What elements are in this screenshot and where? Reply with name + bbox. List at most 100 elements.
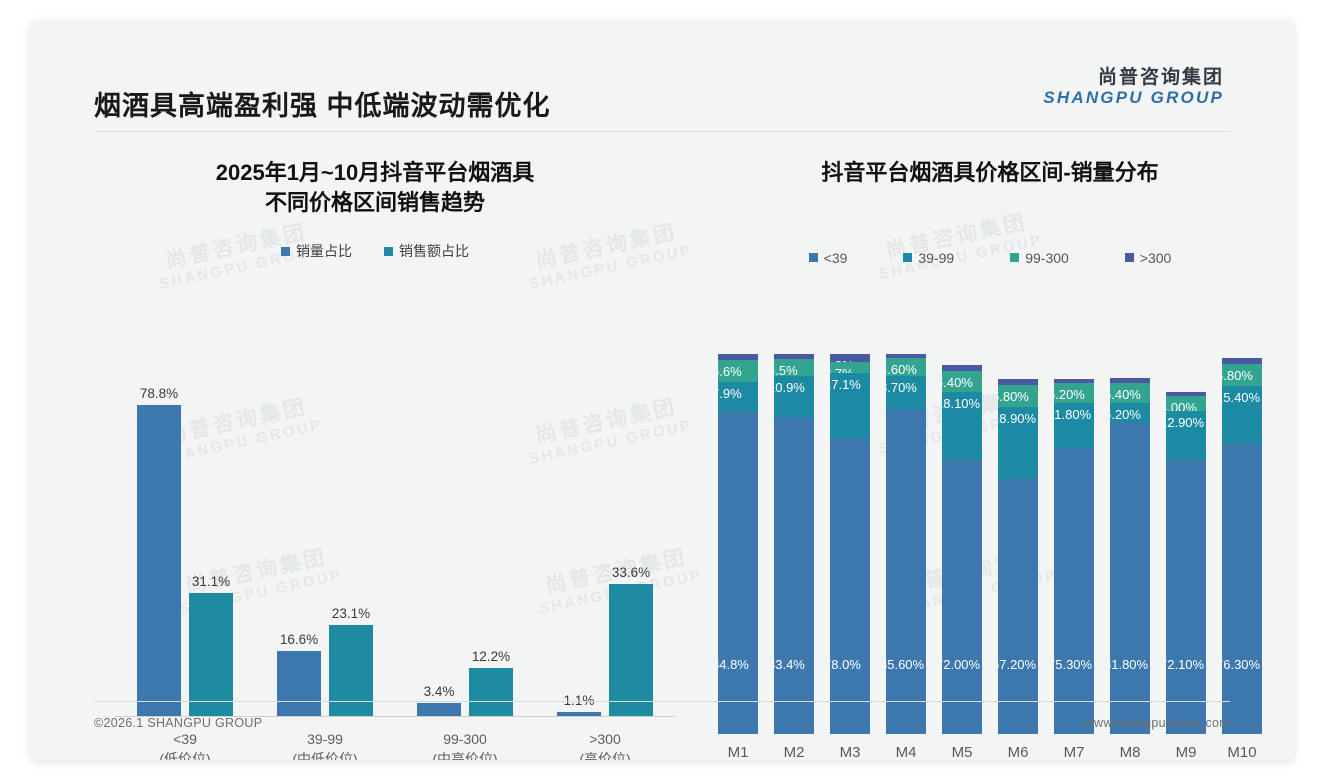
legend-label: 销售额占比: [399, 243, 469, 260]
stacked-bar-segment[interactable]: 15.40%: [1222, 385, 1262, 445]
stacked-bar-segment[interactable]: 84.8%: [718, 411, 758, 734]
stacked-bar-segment[interactable]: 1.7%: [718, 354, 758, 361]
stacked-bar-column[interactable]: 1.50% 5.40% 18.10% 72.00%: [942, 354, 982, 734]
bar[interactable]: [557, 711, 601, 716]
x-axis-tick-label: M9: [1175, 744, 1197, 760]
stacked-bar-column[interactable]: 1.20% 5.20% 11.80% 75.30%: [1054, 354, 1094, 734]
segment-value-label: 15.40%: [1222, 389, 1261, 405]
stacked-bar-column[interactable]: 1.7% 5.6% 7.9% 84.8%: [718, 354, 758, 734]
stacked-bar-x-axis: M1 M2 M3 M4 M5 M6 M7 M8 M9 M10: [718, 744, 1262, 760]
stacked-bar-column[interactable]: 1.2% 4.5% 10.9% 83.4%: [774, 354, 814, 734]
stacked-bar-segment[interactable]: 76.30%: [1222, 444, 1262, 734]
stacked-bar-segment[interactable]: 1.20%: [1054, 378, 1094, 384]
stacked-bar-segment[interactable]: 4.00%: [1166, 395, 1206, 412]
stacked-bar-segment[interactable]: 5.6%: [718, 360, 758, 382]
stacked-bar-segment[interactable]: 5.40%: [942, 371, 982, 392]
stacked-bar-column[interactable]: 1.50% 5.80% 15.40% 76.30%: [1222, 354, 1262, 734]
stacked-bar-segment[interactable]: 75.30%: [1054, 447, 1094, 734]
bar-value-label: 16.6%: [279, 631, 319, 647]
legend-item[interactable]: >300: [1124, 250, 1171, 266]
stacked-bar-segment[interactable]: 1.2%: [774, 354, 814, 359]
stacked-bar-segment[interactable]: 1.40%: [1110, 377, 1150, 383]
segment-value-label: 1.50%: [1222, 362, 1253, 364]
stacked-bar-segment[interactable]: 5.20%: [1054, 383, 1094, 404]
stacked-bar-column[interactable]: 1.40% 5.80% 18.90% 67.20%: [998, 354, 1038, 734]
bar-group: 16.6% 23.1%: [261, 381, 389, 716]
stacked-bar-segment[interactable]: 5.80%: [1222, 363, 1262, 386]
legend-swatch-icon: [384, 246, 393, 256]
footer-copyright: ©2026.1 SHANGPU GROUP: [94, 716, 263, 730]
bar[interactable]: [609, 583, 653, 716]
stacked-bar-segment[interactable]: 81.80%: [1110, 423, 1150, 734]
legend-item[interactable]: 销售额占比: [384, 241, 469, 261]
stacked-bar-segment[interactable]: 78.0%: [830, 437, 870, 734]
stacked-bar-column[interactable]: 1.10% 4.60% 8.70% 85.60%: [886, 354, 926, 734]
stacked-bar-segment[interactable]: 18.90%: [998, 406, 1038, 479]
stacked-bar-segment[interactable]: 4.5%: [774, 358, 814, 376]
stacked-bar-segment[interactable]: 12.90%: [1166, 411, 1206, 461]
stacked-bar-segment[interactable]: 67.20%: [998, 478, 1038, 734]
bar-group: 78.8% 31.1%: [121, 381, 249, 716]
bar[interactable]: [277, 650, 321, 716]
grouped-bar-plot-area: 78.8% 31.1% 16.6% 23.1% 3.4% 12.2% 1.1% 33.6%: [115, 381, 675, 717]
bar-column[interactable]: 31.1%: [189, 381, 233, 716]
stacked-bar-segment[interactable]: 72.00%: [942, 460, 982, 734]
right-chart-title: 抖音平台烟酒具价格区间-销量分布: [821, 160, 1159, 185]
stacked-bar-column[interactable]: 1.40% 5.40% 5.20% 81.80%: [1110, 354, 1150, 734]
stacked-bar-segment[interactable]: 7.9%: [718, 381, 758, 412]
stacked-bar-segment[interactable]: 5.20%: [1110, 403, 1150, 424]
legend-label: 39-99: [918, 249, 955, 266]
stacked-bar-segment[interactable]: 72.10%: [1166, 460, 1206, 734]
footer-divider: [94, 701, 1230, 702]
legend-swatch-icon: [808, 253, 818, 263]
right-chart-panel: 抖音平台烟酒具价格区间-销量分布 <39 39-99 99-300 >300 1.7%…: [690, 140, 1290, 760]
stacked-bar-chart: 1.7%5.6%7.9%84.8% 1.2% 4.5%10.9%83.4% 2.2%2…: [708, 310, 1272, 760]
logo-english-text: SHANGPU GROUP: [1043, 87, 1224, 107]
bar-column[interactable]: 3.4%: [417, 381, 461, 716]
x-tick-main: 39-99: [307, 731, 343, 747]
stacked-bar-segment[interactable]: 4.60%: [886, 358, 926, 376]
bar-column[interactable]: 12.2%: [469, 381, 513, 716]
stacked-bar-segment[interactable]: 1.40%: [998, 379, 1038, 385]
stacked-bar-segment[interactable]: 1.00%: [1166, 392, 1206, 396]
bar-column[interactable]: 1.1%: [557, 381, 601, 716]
segment-value-label: 4.00%: [1166, 399, 1197, 412]
stacked-bar-segment[interactable]: 1.50%: [1222, 357, 1262, 364]
stacked-bar-segment[interactable]: 8.70%: [886, 375, 926, 409]
page-title: 烟酒具高端盈利强 中低端波动需优化: [94, 91, 551, 121]
segment-value-label: 5.20%: [1110, 407, 1141, 423]
bar-column[interactable]: 33.6%: [609, 381, 653, 716]
bar-column[interactable]: 23.1%: [329, 381, 373, 716]
stacked-bar-segment[interactable]: 5.40%: [1110, 382, 1150, 404]
segment-value-label: 1.2%: [774, 358, 798, 359]
stacked-bar-segment[interactable]: 1.50%: [942, 365, 982, 372]
bar[interactable]: [137, 405, 181, 716]
stacked-bar-column[interactable]: 2.2% 2.7% 17.1% 78.0%: [830, 354, 870, 734]
x-tick-main: >300: [589, 731, 621, 747]
stacked-bar-segment[interactable]: 1.10%: [886, 354, 926, 359]
legend-item[interactable]: 39-99: [903, 250, 954, 266]
stacked-bar-segment[interactable]: 11.80%: [1054, 403, 1094, 448]
legend-item[interactable]: <39: [808, 250, 847, 266]
left-chart-title-line1: 2025年1月~10月抖音平台烟酒具: [215, 160, 535, 185]
bar-column[interactable]: 16.6%: [277, 381, 321, 716]
legend-item[interactable]: 99-300: [1010, 250, 1069, 266]
bar[interactable]: [329, 624, 373, 716]
bar-column[interactable]: 78.8%: [137, 381, 181, 716]
stacked-bar-segment[interactable]: 5.80%: [998, 384, 1038, 407]
stacked-bar-segment[interactable]: 17.1%: [830, 372, 870, 438]
stacked-bar-segment[interactable]: 2.7%: [830, 362, 870, 373]
stacked-bar-segment[interactable]: 2.2%: [830, 354, 870, 363]
stacked-bar-column[interactable]: 1.00% 4.00% 12.90% 72.10%: [1166, 354, 1206, 734]
stacked-bar-segment[interactable]: 83.4%: [774, 417, 814, 734]
bar[interactable]: [469, 667, 513, 716]
stacked-bar-segment[interactable]: 10.9%: [774, 375, 814, 418]
stacked-bar-segment[interactable]: 85.60%: [886, 408, 926, 734]
legend-swatch-icon: [1124, 253, 1134, 263]
stacked-bar-segment[interactable]: 18.10%: [942, 391, 982, 461]
x-axis-tick-label: <39 (低价位): [121, 723, 249, 760]
segment-value-label: 4.5%: [774, 362, 798, 376]
bar[interactable]: [417, 702, 461, 716]
legend-item[interactable]: 销量占比: [281, 241, 352, 261]
bar[interactable]: [189, 593, 233, 716]
